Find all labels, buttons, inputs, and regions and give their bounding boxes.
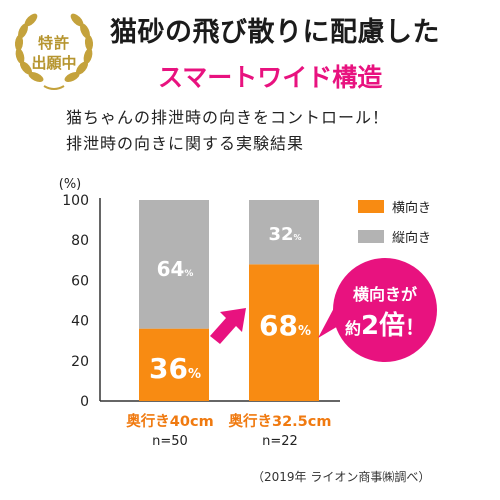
caption-line2: 排泄時の向きに関する実験結果 xyxy=(66,134,305,153)
callout-line2: 約2倍！ xyxy=(345,310,425,341)
badge-line1: 特許 xyxy=(37,34,70,52)
legend-label-vertical: 縦向き xyxy=(392,230,431,246)
sample-size-1: n=50 xyxy=(152,434,188,449)
bar-1-vertical xyxy=(139,200,209,329)
data-label-64: 64% xyxy=(157,257,194,281)
callout-line1: 横向きが xyxy=(353,285,417,304)
badge-line2: 出願中 xyxy=(31,54,77,72)
y-tick-label: 0 xyxy=(80,394,89,410)
legend-swatch-horizontal xyxy=(358,200,384,213)
arrow-icon xyxy=(210,308,246,344)
sample-size-2: n=22 xyxy=(262,434,298,449)
y-tick-label: 20 xyxy=(71,354,89,370)
subheadline: スマートワイド構造 xyxy=(158,63,383,92)
source-note: （2019年 ライオン商事㈱調べ） xyxy=(252,470,431,484)
legend-label-horizontal: 横向き xyxy=(392,200,431,216)
bar-2-horizontal xyxy=(249,264,319,401)
headline: 猫砂の飛び散りに配慮した xyxy=(110,17,440,48)
bar-2-vertical xyxy=(249,200,319,265)
data-label-36: 36% xyxy=(149,352,201,385)
bar-1-horizontal xyxy=(139,328,209,401)
legend-swatch-vertical xyxy=(358,230,384,243)
y-tick-label: 60 xyxy=(71,273,89,289)
data-label-68: 68% xyxy=(259,309,311,342)
y-axis-unit: (%) xyxy=(59,177,82,192)
y-tick-label: 80 xyxy=(71,233,89,249)
callout-bubble xyxy=(333,258,437,362)
data-label-32: 32% xyxy=(268,224,301,245)
y-tick-label: 40 xyxy=(71,314,89,330)
laurel-icon xyxy=(14,13,94,90)
caption-line1: 猫ちゃんの排泄時の向きをコントロール！ xyxy=(66,108,390,127)
category-label-2: 奥行き32.5cm xyxy=(229,412,332,430)
category-label-1: 奥行き40cm xyxy=(126,412,213,430)
patent-pending-badge: 特許 出願中 xyxy=(8,4,100,96)
y-tick-label: 100 xyxy=(62,193,89,209)
